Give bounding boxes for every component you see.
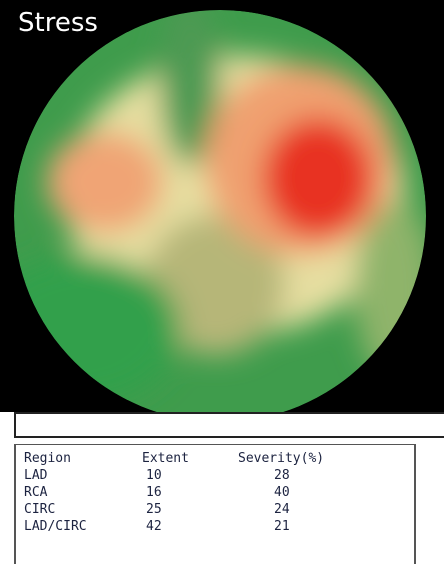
input-bar [14, 412, 444, 438]
header-cell: Extent [142, 451, 189, 466]
table-cell: CIRC [24, 502, 56, 517]
polar-map [0, 0, 444, 412]
header-cell: Region [24, 451, 71, 466]
table-row: LAD 10 28 [24, 468, 324, 485]
table-row: LAD/CIRC 42 21 [24, 519, 324, 536]
table-cell: 28 [274, 468, 290, 483]
table-cell: 42 [146, 519, 162, 534]
header-row: Region Extent Severity(%) [24, 451, 324, 468]
title: Stress [18, 8, 98, 38]
header-cell: Severity(%) [238, 451, 325, 466]
table-cell: LAD [24, 468, 48, 483]
table-cell: LAD/CIRC [24, 519, 87, 534]
table-cell: 25 [146, 502, 162, 517]
table-cell: RCA [24, 485, 48, 500]
table-row: CIRC 25 24 [24, 502, 324, 519]
table-cell: 16 [146, 485, 162, 500]
table-cell: 10 [146, 468, 162, 483]
table-cell: 40 [274, 485, 290, 500]
table-cell: 21 [274, 519, 290, 534]
results-table: Region Extent Severity(%) LAD 10 28 RCA 16 40… [14, 444, 416, 564]
table-cell: 24 [274, 502, 290, 517]
table: Region Extent Severity(%) LAD 10 28 RCA 16 40… [24, 451, 324, 536]
map-colors [14, 10, 426, 412]
table-row: RCA 16 40 [24, 485, 324, 502]
